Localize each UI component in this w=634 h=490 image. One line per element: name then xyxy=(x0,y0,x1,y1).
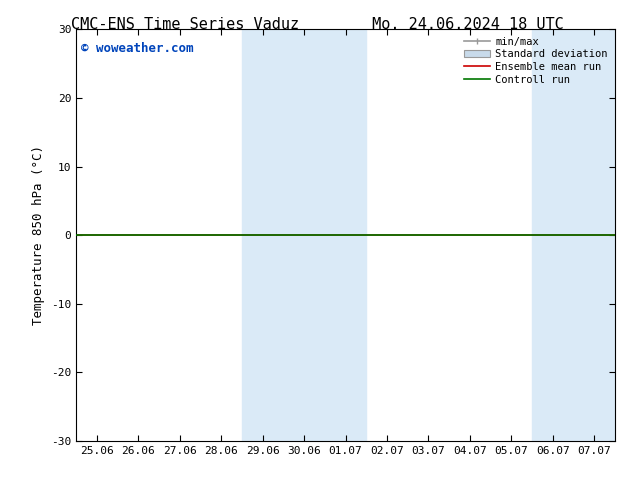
Legend: min/max, Standard deviation, Ensemble mean run, Controll run: min/max, Standard deviation, Ensemble me… xyxy=(462,35,610,87)
Text: CMC-ENS Time Series Vaduz        Mo. 24.06.2024 18 UTC: CMC-ENS Time Series Vaduz Mo. 24.06.2024… xyxy=(70,17,564,32)
Bar xyxy=(242,29,366,441)
Bar xyxy=(532,29,615,441)
Y-axis label: Temperature 850 hPa (°C): Temperature 850 hPa (°C) xyxy=(32,145,46,325)
Text: © woweather.com: © woweather.com xyxy=(81,42,194,55)
